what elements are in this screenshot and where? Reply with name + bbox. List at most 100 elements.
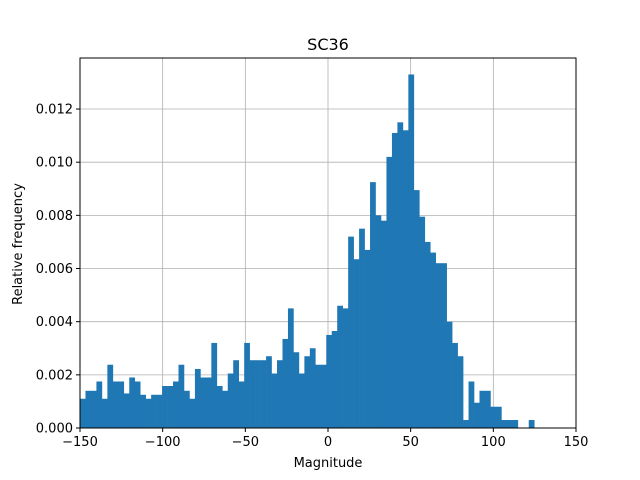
histogram-bar (255, 360, 261, 428)
histogram-bar (189, 398, 196, 428)
histogram-bar (490, 406, 497, 428)
histogram-bar (145, 398, 152, 428)
histogram-bar (85, 390, 92, 428)
y-tick-label: 0.012 (36, 103, 73, 118)
histogram-bar (337, 305, 343, 428)
histogram-bar (501, 420, 508, 428)
histogram-bar (178, 364, 185, 428)
histogram-bar (391, 132, 398, 428)
y-tick-label: 0.004 (36, 315, 73, 330)
histogram-bar (506, 420, 513, 428)
histogram-bar (353, 259, 360, 428)
histogram-bar (495, 406, 502, 428)
histogram-bar (96, 381, 103, 428)
histogram-bar (408, 74, 415, 428)
y-tick-label: 0.010 (36, 156, 73, 171)
histogram-bar (364, 249, 371, 428)
histogram-bar (282, 338, 289, 428)
histogram-bar (375, 215, 382, 428)
histogram-bar (435, 263, 442, 428)
x-tick-label: −50 (232, 435, 259, 450)
histogram-bar (271, 373, 278, 428)
histogram-bar (129, 377, 136, 428)
histogram-bar (293, 352, 300, 428)
chart-title: SC36 (307, 35, 349, 54)
histogram-bar (173, 381, 179, 428)
histogram-bar (331, 330, 338, 428)
histogram-bar (162, 386, 168, 428)
histogram-bar (424, 241, 431, 428)
histogram-bar (528, 420, 535, 428)
x-tick-label: 100 (481, 435, 506, 450)
histogram-bar (211, 342, 218, 428)
y-tick-label: 0.002 (36, 368, 73, 383)
histogram-bar (348, 236, 354, 428)
axis-ticks: −150 −100 −50 0 50 100 150 0.000 0.002 0.004 0.006… (36, 103, 589, 450)
x-axis-label: Magnitude (294, 456, 363, 471)
histogram-bar (244, 342, 250, 428)
x-tick-label: −150 (62, 435, 98, 450)
histogram-bar (227, 373, 234, 428)
histogram-bar (463, 420, 469, 428)
histogram-bar (107, 364, 114, 428)
histogram-bar (287, 308, 294, 428)
histogram-bar (430, 252, 437, 428)
histogram-bar (512, 420, 519, 428)
histogram-bar (183, 390, 190, 428)
histogram-bar (266, 356, 272, 428)
histogram-bar (90, 390, 97, 428)
histogram-bar (277, 360, 283, 428)
histogram-bars (80, 74, 535, 429)
histogram-bar (238, 381, 245, 428)
histogram-bar (419, 216, 426, 428)
histogram-bar (140, 394, 146, 428)
histogram-bar (101, 398, 108, 428)
histogram-bar (370, 182, 376, 428)
histogram-bar (474, 402, 480, 428)
histogram-bar (260, 360, 267, 428)
histogram-bar (380, 220, 387, 428)
y-tick-label: 0.000 (36, 422, 73, 437)
histogram-bar (309, 348, 316, 428)
histogram-bar (468, 381, 475, 428)
histogram-bar (205, 377, 212, 428)
x-tick-label: 150 (564, 435, 589, 450)
histogram-bar (118, 381, 125, 428)
histogram-bar (402, 130, 409, 429)
histogram-bar (112, 381, 119, 428)
plot-frame (79, 57, 577, 429)
histogram-bar (326, 334, 333, 428)
histogram-bar (359, 228, 365, 428)
histogram-bar (441, 263, 447, 428)
histogram-bar (457, 356, 464, 428)
histogram-bar (249, 360, 256, 428)
histogram-bar (151, 394, 157, 428)
histogram-bar (123, 393, 130, 428)
histogram-bar (216, 386, 223, 428)
histogram-bar (200, 377, 207, 428)
histogram-bar (80, 398, 86, 428)
histogram-bar (304, 356, 311, 428)
histogram-bar (386, 156, 393, 428)
x-tick-label: 0 (324, 435, 332, 450)
histogram-bar (222, 390, 229, 428)
y-tick-label: 0.006 (36, 262, 73, 277)
histogram-bar (397, 122, 404, 429)
histogram-bar (342, 308, 349, 428)
histogram-bar (233, 360, 240, 428)
histogram-bar (194, 368, 201, 428)
histogram-bar (167, 386, 174, 428)
histogram-bar (452, 342, 458, 428)
histogram-bar (298, 373, 305, 428)
histogram-bar (156, 394, 163, 428)
y-tick-label: 0.008 (36, 209, 73, 224)
histogram-bar (134, 381, 141, 428)
histogram-bar (413, 190, 420, 428)
histogram-bar (479, 390, 486, 428)
histogram-bar (315, 364, 322, 428)
histogram-bar (446, 321, 453, 428)
x-tick-label: 50 (402, 435, 419, 450)
x-tick-label: −100 (145, 435, 181, 450)
y-axis-label: Relative frequency (11, 183, 26, 305)
